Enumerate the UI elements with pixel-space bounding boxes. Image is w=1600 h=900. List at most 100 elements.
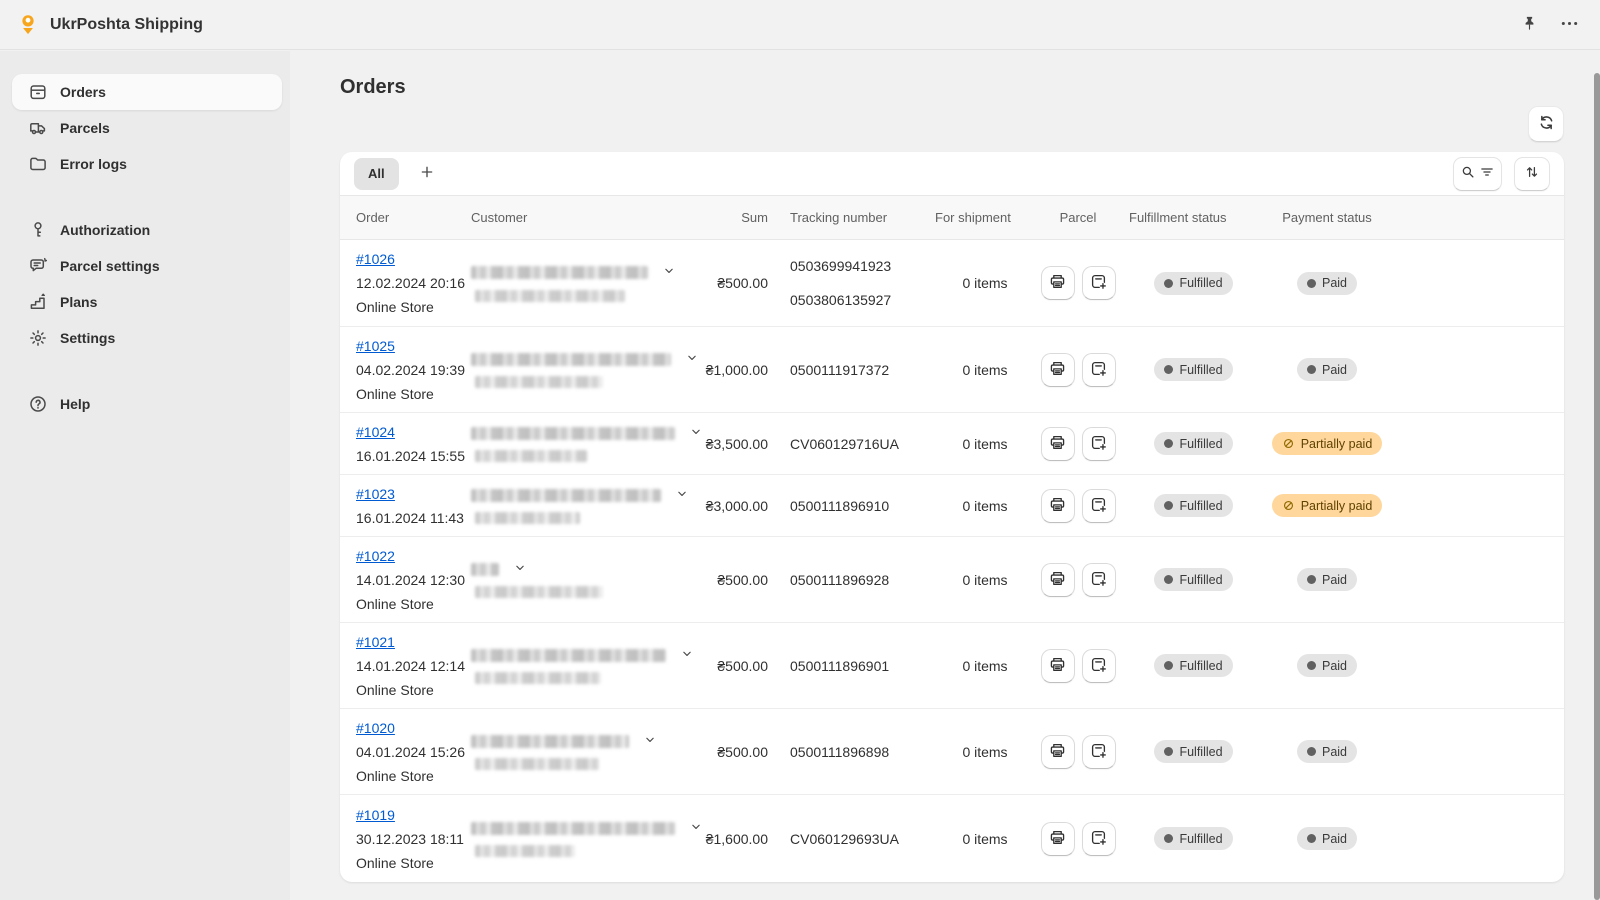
ukrposhta-logo-icon [16, 12, 40, 38]
create-parcel-button[interactable] [1081, 488, 1116, 523]
payment-badge: Paid [1296, 271, 1358, 295]
tracking-number: 0500111896898 [790, 743, 890, 760]
tracking-cell: CV060129716UA [768, 436, 935, 452]
sum-value: ₴500.00 [717, 275, 768, 291]
create-parcel-button[interactable] [1081, 426, 1116, 461]
sidebar-item-authorization[interactable]: Authorization [12, 212, 282, 248]
print-parcel-button[interactable] [1040, 562, 1075, 597]
order-link[interactable]: #1026 [356, 251, 395, 267]
app-menu-button[interactable] [1556, 12, 1582, 38]
tab-all[interactable]: All [354, 157, 399, 190]
payment-label: Paid [1321, 362, 1348, 377]
order-link[interactable]: #1023 [356, 485, 395, 502]
sum-value: ₴1,000.00 [705, 361, 768, 378]
status-dot [1164, 365, 1174, 374]
order-link[interactable]: #1024 [356, 423, 395, 440]
fulfillment-cell: Fulfilled [1121, 568, 1266, 591]
print-parcel-button[interactable] [1040, 352, 1075, 387]
fulfillment-label: Fulfilled [1179, 498, 1223, 513]
customer-expand-button[interactable] [643, 733, 659, 749]
stairs-icon [28, 292, 48, 312]
sidebar-item-settings[interactable]: Settings [12, 320, 282, 356]
sidebar-item-parcel-settings[interactable]: Parcel settings [12, 248, 282, 284]
vertical-scrollbar[interactable] [1594, 73, 1600, 900]
print-parcel-button[interactable] [1040, 648, 1075, 683]
print-parcel-button[interactable] [1040, 266, 1075, 300]
chevron-down-icon [662, 264, 676, 281]
customer-expand-button[interactable] [689, 820, 705, 836]
sidebar: Orders Parcels Error logs Authorization Parc… [0, 51, 290, 900]
order-link[interactable]: #1022 [356, 547, 395, 564]
create-parcel-button[interactable] [1081, 821, 1116, 856]
column-header-payment-status: Payment status [1282, 210, 1372, 225]
create-parcel-button[interactable] [1081, 562, 1116, 597]
order-cell: #1021 14.01.2024 12:14 Online Store [356, 634, 471, 698]
sidebar-item-error-logs[interactable]: Error logs [12, 146, 282, 182]
customer-contact-blurred [475, 512, 580, 524]
sidebar-item-parcels[interactable]: Parcels [12, 110, 282, 146]
sidebar-item-plans[interactable]: Plans [12, 284, 282, 320]
customer-expand-button[interactable] [685, 351, 701, 367]
print-parcel-button[interactable] [1040, 734, 1075, 769]
column-header-order: Order [356, 210, 390, 225]
customer-expand-button[interactable] [675, 487, 691, 503]
customer-name-row [471, 425, 705, 441]
customer-name-blurred [471, 352, 671, 366]
chevron-down-icon [643, 733, 657, 750]
order-channel: Online Store [356, 385, 434, 402]
customer-expand-button[interactable] [680, 647, 696, 663]
fulfillment-label: Fulfilled [1179, 362, 1223, 377]
shipment-count: 0 items [962, 361, 1008, 378]
order-link[interactable]: #1020 [356, 719, 395, 736]
create-parcel-button[interactable] [1081, 734, 1116, 769]
customer-contact-blurred [475, 586, 603, 598]
fulfillment-cell: Fulfilled [1121, 271, 1266, 295]
status-dot [1306, 278, 1316, 288]
print-parcel-button[interactable] [1040, 426, 1075, 461]
print-parcel-button[interactable] [1040, 488, 1075, 523]
print-parcel-button[interactable] [1040, 821, 1075, 856]
search-filter-button[interactable] [1453, 156, 1502, 191]
tracking-number: 0500111896901 [790, 657, 890, 674]
order-channel: Online Store [356, 299, 434, 315]
status-dot [1164, 834, 1174, 843]
order-cell: #1019 30.12.2023 18:11 Online Store [356, 807, 471, 871]
order-link[interactable]: #1019 [356, 806, 395, 823]
order-date: 16.01.2024 11:43 [356, 509, 464, 526]
gear-icon [28, 328, 48, 348]
customer-name-blurred [471, 734, 629, 748]
tracking-number: CV060129716UA [790, 435, 899, 452]
tracking-cell: 0500111896901 [768, 658, 935, 674]
customer-expand-button[interactable] [689, 425, 705, 441]
order-channel: Online Store [356, 767, 434, 784]
sidebar-item-help[interactable]: Help [12, 386, 282, 422]
create-parcel-button[interactable] [1081, 266, 1116, 300]
sidebar-item-orders[interactable]: Orders [12, 74, 282, 110]
topbar: UkrPoshta Shipping [0, 0, 1600, 50]
pin-app-button[interactable] [1516, 12, 1542, 38]
tracking-number: 0500111917372 [790, 361, 890, 378]
sort-button[interactable] [1514, 156, 1550, 191]
refresh-button[interactable] [1528, 106, 1564, 142]
customer-expand-button[interactable] [662, 265, 678, 281]
create-parcel-icon [1089, 828, 1108, 850]
key-icon [28, 220, 48, 240]
payment-cell: Paid [1266, 568, 1388, 591]
order-link[interactable]: #1025 [356, 337, 395, 354]
chat-settings-icon [28, 256, 48, 276]
parcel-actions [1035, 734, 1121, 769]
truck-icon [28, 118, 48, 138]
create-parcel-button[interactable] [1081, 352, 1116, 387]
filter-icon [1479, 164, 1495, 183]
tracking-number: 0500111896928 [790, 571, 890, 588]
add-view-button[interactable] [413, 160, 441, 188]
table-row: #1025 04.02.2024 19:39 Online Store ₴1,000.… [340, 327, 1564, 413]
partial-paid-icon [1282, 499, 1295, 512]
create-parcel-icon [1089, 569, 1108, 591]
order-link[interactable]: #1021 [356, 633, 395, 650]
sum-value: ₴3,000.00 [705, 497, 768, 514]
create-parcel-button[interactable] [1081, 648, 1116, 683]
customer-expand-button[interactable] [513, 561, 529, 577]
shipment-count: 0 items [962, 571, 1008, 588]
orders-box-icon [28, 82, 48, 102]
